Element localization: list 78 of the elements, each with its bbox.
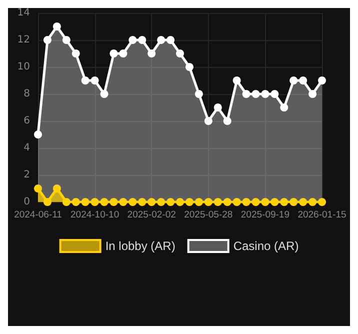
point [252,198,260,206]
y-tick-label: 10 [17,62,30,72]
y-tick-label: 8 [24,88,30,100]
point [52,184,61,192]
point [252,90,260,98]
point [318,76,326,84]
x-tick-label: 2024-10-10 [70,210,120,220]
point [176,50,184,58]
y-tick-label: 4 [24,142,30,154]
point [223,198,232,206]
x-tick-label: 2025-09-19 [240,210,290,220]
point [52,22,61,30]
y-tick-label: 0 [24,196,30,208]
point [261,90,270,98]
point [128,198,137,206]
point [90,198,99,206]
point [128,36,137,44]
point [308,198,317,206]
point [43,198,52,206]
point [100,198,108,206]
point [138,198,146,206]
y-tick-label: 14 [17,8,30,18]
point [100,90,108,98]
point [176,198,184,206]
point [148,198,156,206]
point [72,198,80,206]
point [214,198,222,206]
point [110,198,118,206]
point [223,117,232,125]
point [204,117,212,125]
point [204,198,212,206]
point [270,90,279,98]
point [232,76,241,84]
point [43,36,52,44]
point [242,90,250,98]
point [194,198,203,206]
point [157,198,166,206]
point [81,76,90,84]
point [110,50,118,58]
y-tick-label: 12 [17,34,30,46]
point [261,198,270,206]
point [81,198,90,206]
point [166,36,175,44]
point [34,184,42,192]
y-tick-label: 6 [24,116,30,126]
point [318,198,326,206]
point [280,198,288,206]
point [299,76,308,84]
point [119,198,128,206]
y-tick-label: 2 [24,170,30,180]
point [214,104,222,112]
point [290,76,298,84]
point [242,198,250,206]
point [232,198,241,206]
point [62,198,70,206]
x-tick-label: 2026-01-15 [298,210,346,220]
point [194,90,203,98]
point [166,198,175,206]
point [138,36,146,44]
x-tick-label: 2025-05-28 [184,210,233,220]
point [72,50,80,58]
point [90,76,99,84]
point [270,198,279,206]
point [299,198,308,206]
point [280,104,288,112]
point [119,50,128,58]
point [290,198,298,206]
legend-label: In lobby (AR) [105,239,176,253]
point [185,198,194,206]
point [62,36,70,44]
point [185,63,194,71]
x-tick-label: 2024-06-11 [14,210,62,220]
point [148,50,156,58]
point [157,36,166,44]
legend-label: Casino (AR) [233,239,299,253]
x-tick-label: 2025-02-02 [127,210,176,220]
point [308,90,317,98]
point [34,130,42,138]
